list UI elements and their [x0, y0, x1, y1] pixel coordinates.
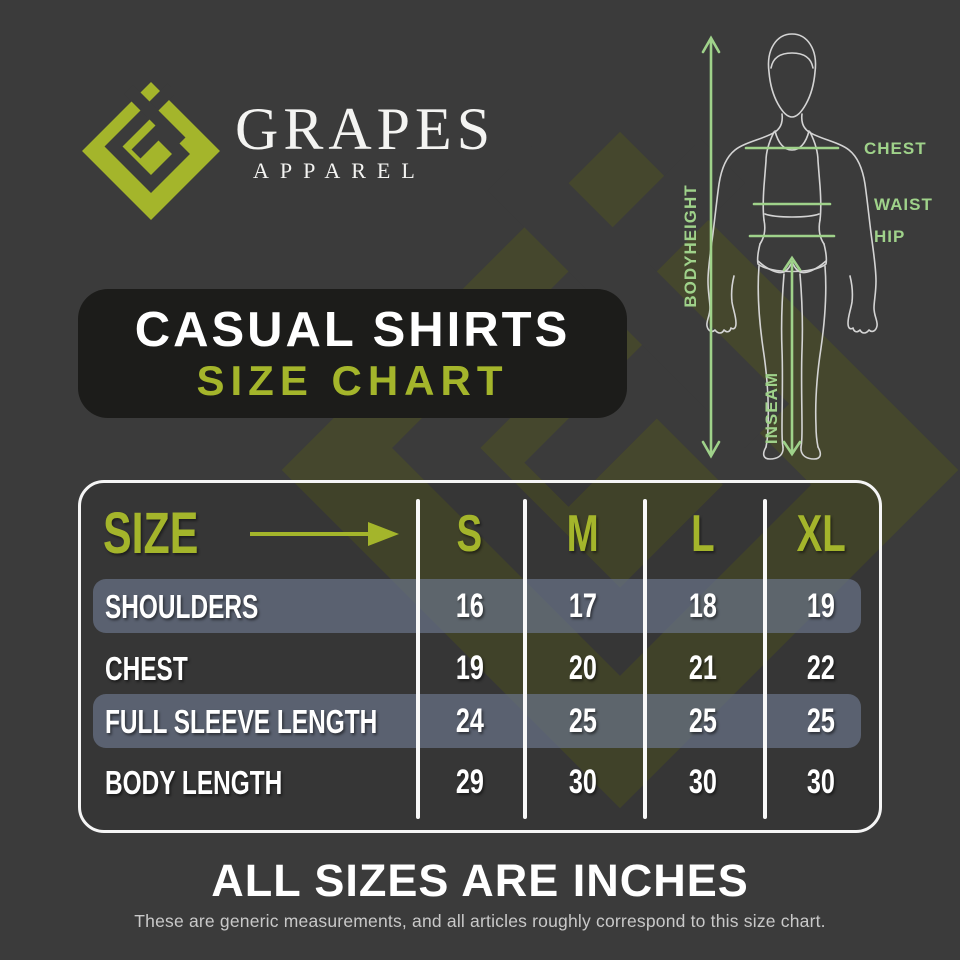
- cell-value: 30: [806, 763, 835, 801]
- cell-value: 25: [806, 702, 835, 740]
- column-divider: [416, 499, 420, 819]
- chest-label: CHEST: [864, 139, 927, 158]
- table-row-full-sleeve-length: FULL SLEEVE LENGTH 24 25 25 25: [81, 694, 879, 748]
- column-divider: [763, 499, 767, 819]
- cell-value: 24: [455, 702, 484, 740]
- units-note: ALL SIZES ARE INCHES: [211, 855, 749, 906]
- row-highlight: [93, 579, 861, 633]
- size-table: SIZE S M L XL SHOULDERS 16 17 18 19 CHES…: [78, 480, 882, 833]
- cell-value: 17: [568, 587, 597, 625]
- page-title: CASUAL SHIRTS: [134, 302, 571, 357]
- cell-value: 16: [455, 587, 484, 625]
- column-header-m: M: [566, 505, 600, 563]
- row-label: BODY LENGTH: [105, 763, 283, 801]
- page-subtitle: SIZE CHART: [196, 356, 509, 404]
- cell-value: 30: [688, 763, 717, 801]
- right-arrow-icon: [249, 522, 399, 546]
- column-header-l: L: [691, 505, 715, 563]
- column-divider: [523, 499, 527, 819]
- cell-value: 20: [568, 649, 597, 687]
- cell-value: 29: [455, 763, 484, 801]
- inseam-arrow-icon: [782, 255, 802, 457]
- row-label: FULL SLEEVE LENGTH: [105, 702, 378, 740]
- bodyheight-arrow-icon: [701, 35, 721, 459]
- brand-logo-icon: [46, 46, 256, 256]
- size-header-label: SIZE: [103, 501, 199, 566]
- body-measurement-diagram: CHEST WAIST HIP BODYHEIGHT INSEAM: [681, 33, 933, 460]
- brand-name: GRAPES: [235, 96, 496, 162]
- cell-value: 19: [455, 649, 484, 687]
- cell-value: 30: [568, 763, 597, 801]
- table-row-chest: CHEST 19 20 21 22: [81, 641, 879, 695]
- table-row-body-length: BODY LENGTH 29 30 30 30: [81, 755, 879, 809]
- cell-value: 19: [806, 587, 835, 625]
- waist-label: WAIST: [874, 195, 933, 214]
- hip-label: HIP: [874, 227, 905, 246]
- cell-value: 22: [806, 649, 835, 687]
- bodyheight-label: BODYHEIGHT: [681, 184, 700, 307]
- inseam-label: INSEAM: [762, 372, 781, 444]
- title-badge: CASUAL SHIRTS SIZE CHART: [78, 289, 627, 418]
- column-header-xl: XL: [796, 505, 846, 563]
- table-row-shoulders: SHOULDERS 16 17 18 19: [81, 579, 879, 633]
- cell-value: 25: [568, 702, 597, 740]
- brand-subtitle: APPAREL: [253, 158, 426, 183]
- cell-value: 18: [688, 587, 717, 625]
- column-header-s: S: [456, 505, 483, 563]
- cell-value: 25: [688, 702, 717, 740]
- row-label: CHEST: [105, 649, 188, 687]
- disclaimer-note: These are generic measurements, and all …: [134, 911, 826, 931]
- column-divider: [643, 499, 647, 819]
- cell-value: 21: [688, 649, 717, 687]
- size-header-cell: SIZE: [81, 505, 416, 563]
- row-highlight: [93, 694, 861, 748]
- row-label: SHOULDERS: [105, 587, 259, 625]
- table-header-row: SIZE S M L XL: [81, 491, 879, 577]
